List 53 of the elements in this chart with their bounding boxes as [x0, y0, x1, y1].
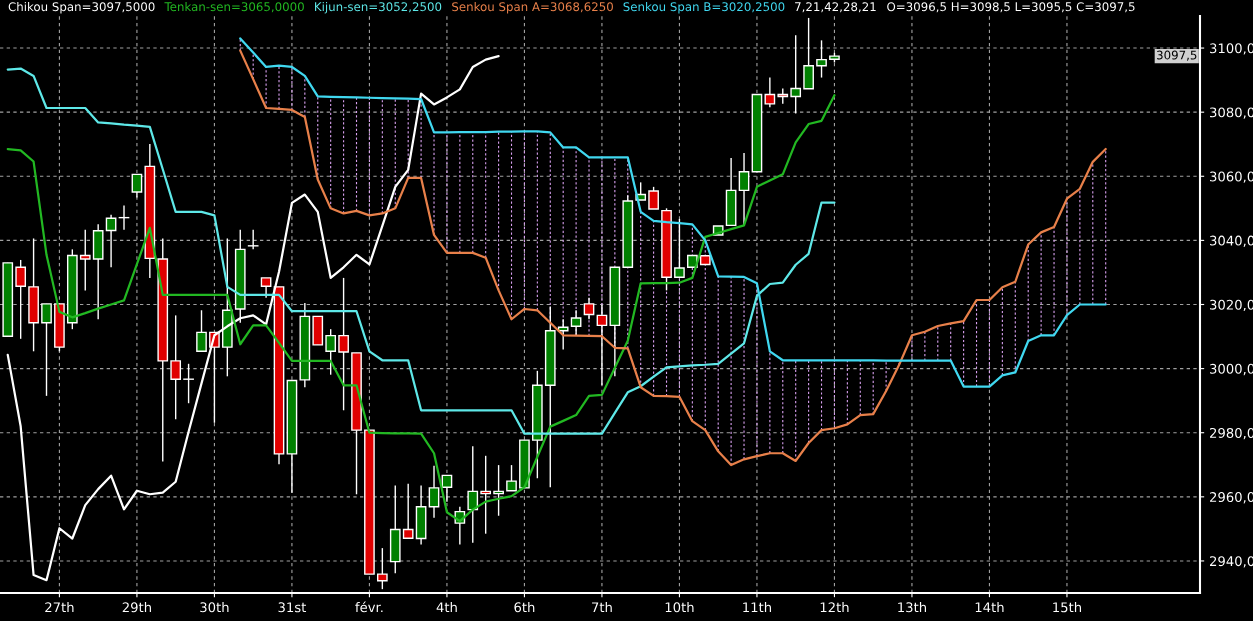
text: Tenkan-sen=3065,0000 [164, 2, 304, 13]
candlestick [377, 547, 388, 590]
candlestick [105, 214, 117, 269]
candlestick [816, 39, 827, 79]
x-tick-label: 11th [743, 602, 771, 613]
candlestick [183, 363, 194, 404]
line-series [239, 49, 1107, 467]
line-series [6, 94, 836, 523]
line-series [6, 67, 836, 435]
x-tick-label: 7th [592, 602, 612, 613]
candlestick [428, 465, 440, 519]
candlestick [790, 34, 802, 115]
text: 7,21,42,28,21 [795, 2, 876, 13]
candlestick [170, 314, 182, 420]
x-tick-label: 15th [1053, 602, 1081, 613]
line-series [239, 37, 1107, 388]
x-tick-label: 27th [45, 602, 74, 613]
candlestick [402, 482, 414, 539]
text: Kijun-sen=3052,2500 [315, 2, 442, 14]
x-tick-label: 30th [200, 602, 229, 613]
x-tick-label: 4th [436, 602, 457, 613]
candlestick [648, 186, 659, 210]
annotation: 3097,5 [1157, 50, 1197, 61]
candlestick [196, 309, 207, 352]
candlestick [15, 259, 27, 340]
candlestick [247, 229, 259, 251]
candlestick [338, 277, 349, 411]
x-tick-label: 6th [514, 602, 535, 613]
candlestick [570, 309, 582, 336]
text: O=3096,5 H=3098,5 L=3095,5 C=3097,5 [887, 2, 1135, 13]
x-tick-label: 31st [278, 602, 307, 613]
x-tick-label: 14th [975, 602, 1004, 613]
x-tick-label: 12th [820, 602, 849, 613]
candlestick [79, 229, 91, 292]
candlestick [118, 204, 130, 231]
candlestick [764, 76, 776, 109]
text: Chikou Span=3097,5000 [8, 2, 155, 14]
x-tick-label: 13th [898, 602, 926, 613]
x-tick-label: févr. [355, 601, 383, 613]
candlestick [260, 277, 272, 299]
candlestick [583, 297, 595, 320]
candlestick [506, 464, 517, 492]
candlestick [41, 303, 52, 397]
line-series [6, 54, 500, 582]
candlestick [441, 474, 453, 503]
text: Senkou Span B=3020,2500 [623, 2, 785, 14]
x-tick-label: 29th [122, 602, 151, 613]
candlestick [131, 173, 143, 199]
text: Senkou Span A=3068,6250 [452, 2, 613, 14]
candlestick [803, 17, 814, 90]
x-tick-label: 10th [665, 602, 694, 613]
candlestick [467, 445, 479, 544]
candlestick [325, 328, 337, 376]
